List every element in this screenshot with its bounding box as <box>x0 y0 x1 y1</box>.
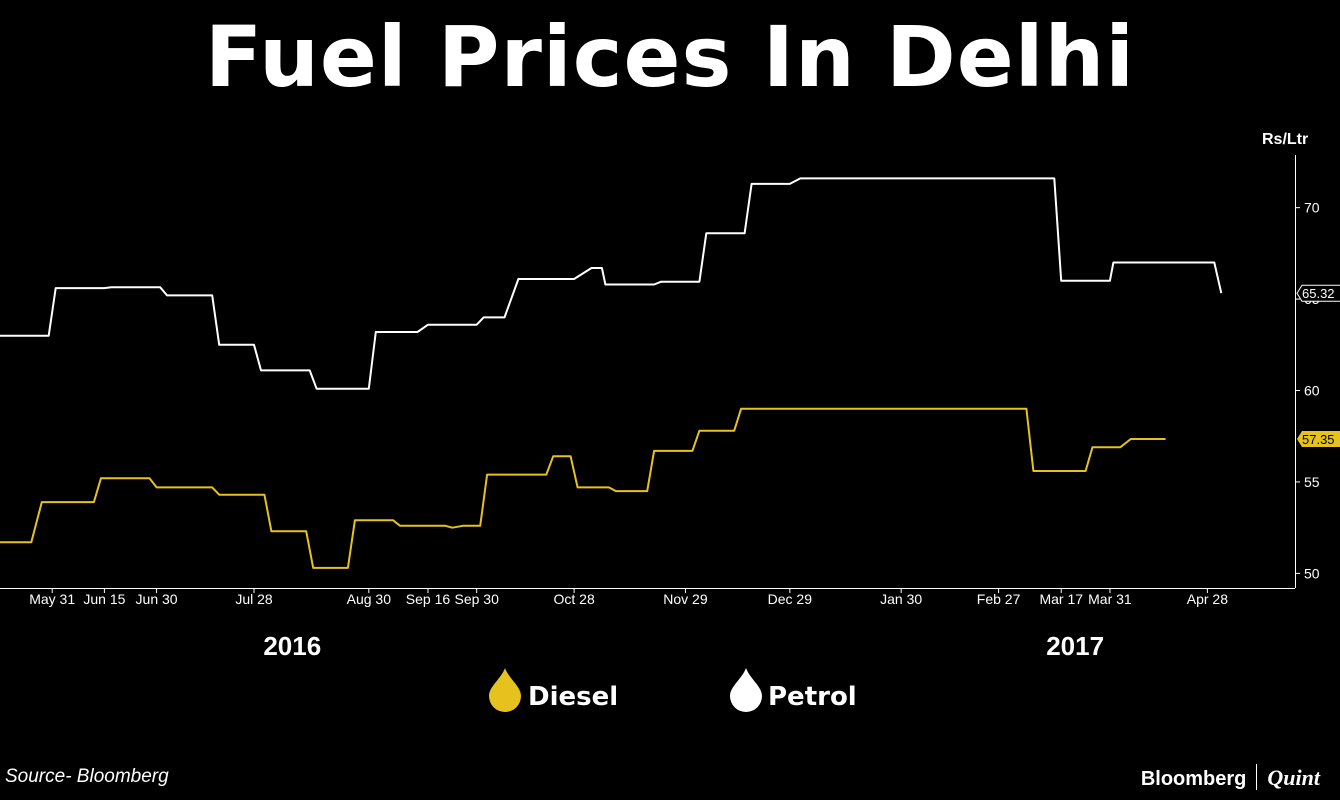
end-label-value: 65.32 <box>1302 286 1335 301</box>
y-tick-label: 60 <box>1304 383 1320 399</box>
brand-primary: Bloomberg <box>1140 768 1247 790</box>
diesel-drop-icon <box>489 668 521 712</box>
end-label-tag <box>1296 284 1340 302</box>
x-tick-label: Nov 29 <box>663 591 708 607</box>
end-label-petrol: 65.32 <box>1296 284 1340 302</box>
y-tick-label: 50 <box>1304 565 1320 581</box>
source-note: Source- Bloomberg <box>5 766 169 787</box>
x-tick-label: Sep 16 <box>406 591 451 607</box>
series-line-petrol <box>0 177 1223 390</box>
brand-secondary: Quint <box>1267 765 1320 790</box>
y-tick-label: 70 <box>1304 200 1320 216</box>
x-tick-label: Mar 17 <box>1039 591 1083 607</box>
x-tick-label: Apr 28 <box>1187 591 1228 607</box>
x-tick-label: Dec 29 <box>768 591 813 607</box>
petrol-drop-icon <box>730 668 762 712</box>
x-tick-label: Sep 30 <box>454 591 499 607</box>
legend-item-diesel: Diesel <box>489 668 618 712</box>
end-label-tag <box>1297 430 1340 447</box>
x-tick-label: Jun 30 <box>136 591 178 607</box>
x-tick-label: Oct 28 <box>553 591 594 607</box>
y-tick-label: 55 <box>1304 474 1320 490</box>
x-tick-label: Feb 27 <box>977 591 1021 607</box>
legend-item-petrol: Petrol <box>730 668 857 712</box>
x-tick-label: Aug 30 <box>347 591 392 607</box>
x-tick-label: May 31 <box>29 591 75 607</box>
x-tick-label: Jan 30 <box>880 591 922 607</box>
y-axis-unit-label: Rs/Ltr <box>1262 131 1308 148</box>
x-tick-label: Jun 15 <box>83 591 125 607</box>
end-label-value: 57.35 <box>1302 432 1335 447</box>
year-label: 2016 <box>263 631 321 661</box>
page-title: Fuel Prices In Delhi <box>204 8 1136 106</box>
series-line-diesel <box>0 407 1166 569</box>
legend: Diesel Petrol <box>489 668 857 712</box>
x-tick-label: Mar 31 <box>1088 591 1132 607</box>
end-label-diesel: 57.35 <box>1297 430 1340 447</box>
legend-label-petrol: Petrol <box>768 682 857 712</box>
brand-divider <box>1256 764 1258 790</box>
brand-logo: Bloomberg Quint <box>1141 764 1320 791</box>
x-tick-label: Jul 28 <box>235 591 273 607</box>
year-label: 2017 <box>1046 631 1104 661</box>
legend-label-diesel: Diesel <box>528 682 618 712</box>
